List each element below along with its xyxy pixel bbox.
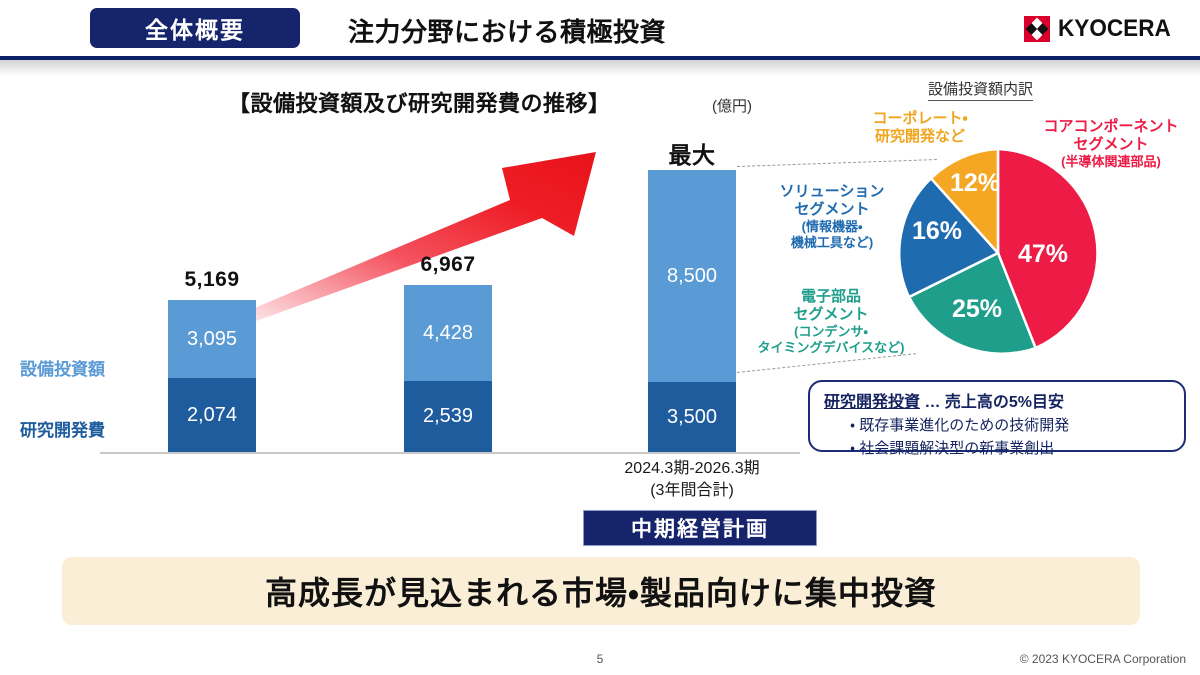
pie-label-solution-line3: (情報機器・ — [801, 219, 863, 234]
legend-capex: 設備投資額 — [20, 360, 105, 379]
pie-label-corporate-line2: 研究開発など — [874, 128, 965, 145]
rnd-callout-item-1: ・ 既存事業進化のための技術開発 — [850, 417, 1070, 434]
pie-label-core-line2: セグメント — [1073, 136, 1149, 153]
pie-label-core: コアコンポーネント セグメント (半導体関連部品) — [1022, 118, 1200, 170]
pie-label-core-line3: (半導体関連部品) — [1061, 154, 1161, 169]
summary-banner: 高成長が見込まれる市場・製品向けに集中投資 — [62, 557, 1140, 625]
bar-value-capex-1: 3,095 — [186, 327, 238, 350]
bar-caption-3-line2: (3年間合計) — [650, 481, 734, 499]
capex-breakdown-pie-chart: 47% 25% 16% 12% — [890, 145, 1106, 366]
slide-header: 全体概要 注力分野における積極投資 KYOCERA — [0, 0, 1200, 58]
pie-label-ecomp-line1: 電子部品 — [800, 288, 861, 305]
bar-segment-capex-2: 4,428 — [404, 285, 492, 381]
pie-label-solution-line4: 機械工具など) — [790, 234, 874, 250]
bar-value-rnd-3: 3,500 — [666, 405, 718, 428]
pie-label-ecomp: 電子部品 セグメント (コンデンサ・ タイミングデバイスなど) — [745, 288, 917, 355]
mid-term-plan-chip: 中期経営計画 — [583, 510, 817, 546]
pie-value-corporate: 12% — [950, 169, 1001, 197]
page-number: 5 — [596, 652, 604, 666]
pie-chart-heading: 設備投資額内訳 — [928, 78, 1034, 101]
pie-value-core: 47% — [1018, 240, 1069, 268]
bar-segment-capex-1: 3,095 — [168, 300, 256, 378]
rnd-callout-item-2: ・ 社会課題解決型の新事業創出 — [850, 440, 1055, 457]
rnd-callout-heading-underlined: 研究開発投資 — [824, 394, 921, 411]
rnd-callout-heading: 研究開発投資 … 売上高の5%目安 — [824, 388, 1174, 412]
kyocera-logo-mark-icon — [1023, 16, 1050, 42]
pie-value-ecomp: 25% — [952, 295, 1003, 323]
pie-label-ecomp-line2: セグメント — [793, 306, 869, 323]
pie-slice-corporate — [929, 147, 1000, 257]
chart-unit-label: (億円) — [712, 98, 752, 115]
bar-total-label-1: 5,169 — [184, 268, 240, 291]
pie-label-solution-line2: セグメント — [794, 201, 870, 218]
pie-label-ecomp-line4: タイミングデバイスなど) — [757, 339, 905, 355]
kyocera-logo: KYOCERA — [1023, 15, 1178, 42]
bar-value-rnd-1: 2,074 — [186, 403, 238, 426]
pie-slice-solution — [898, 176, 1001, 299]
bar-value-capex-2: 4,428 — [422, 321, 474, 344]
bar-segment-rnd-1: 2,074 — [168, 378, 256, 452]
pie-label-corporate: コーポレート・ 研究開発など — [850, 110, 990, 146]
bar-caption-3-line1: 2024.3期-2026.3期 — [624, 460, 760, 477]
rnd-investment-callout: 研究開発投資 … 売上高の5%目安 ・ 既存事業進化のための技術開発 ・ 社会課… — [808, 380, 1186, 457]
kyocera-logo-text: KYOCERA — [1057, 15, 1171, 42]
pie-label-solution-line1: ソリューション — [779, 183, 885, 200]
bar-value-rnd-2: 2,539 — [422, 405, 474, 427]
pie-slice-core — [996, 147, 1099, 350]
bar-segment-capex-3: 8,500 — [648, 170, 736, 382]
bar-value-capex-3: 8,500 — [666, 264, 718, 287]
legend-rnd: 研究開発費 — [20, 421, 105, 440]
bar-segment-rnd-3: 3,500 — [648, 382, 736, 452]
pie-slice-ecomp — [907, 251, 1038, 355]
pie-label-solution: ソリューション セグメント (情報機器・ 機械工具など) — [752, 183, 912, 250]
header-category-chip: 全体概要 — [90, 8, 300, 48]
bar-total-label-2: 6,967 — [420, 253, 476, 276]
bar-caption-3: 2024.3期-2026.3期 (3年間合計) — [562, 458, 822, 501]
rnd-callout-heading-rest: … 売上高の5%目安 — [920, 394, 1065, 411]
header-shadow — [0, 60, 1200, 76]
chart-axis-line — [100, 452, 800, 454]
bar-segment-rnd-2: 2,539 — [404, 381, 492, 452]
pie-value-solution: 16% — [912, 217, 963, 245]
page-title: 注力分野における積極投資 — [348, 17, 667, 47]
chart-title: 【設備投資額及び研究開発費の推移】 — [228, 91, 611, 116]
summary-banner-text: 高成長が見込まれる市場・製品向けに集中投資 — [265, 575, 937, 611]
pie-label-corporate-line1: コーポレート・ — [872, 110, 968, 127]
pie-label-ecomp-line3: (コンデンサ・ — [794, 324, 868, 339]
copyright-notice: © 2023 KYOCERA Corporation — [1019, 652, 1186, 666]
pie-label-core-line1: コアコンポーネント — [1043, 118, 1179, 135]
header-divider — [0, 56, 1200, 60]
